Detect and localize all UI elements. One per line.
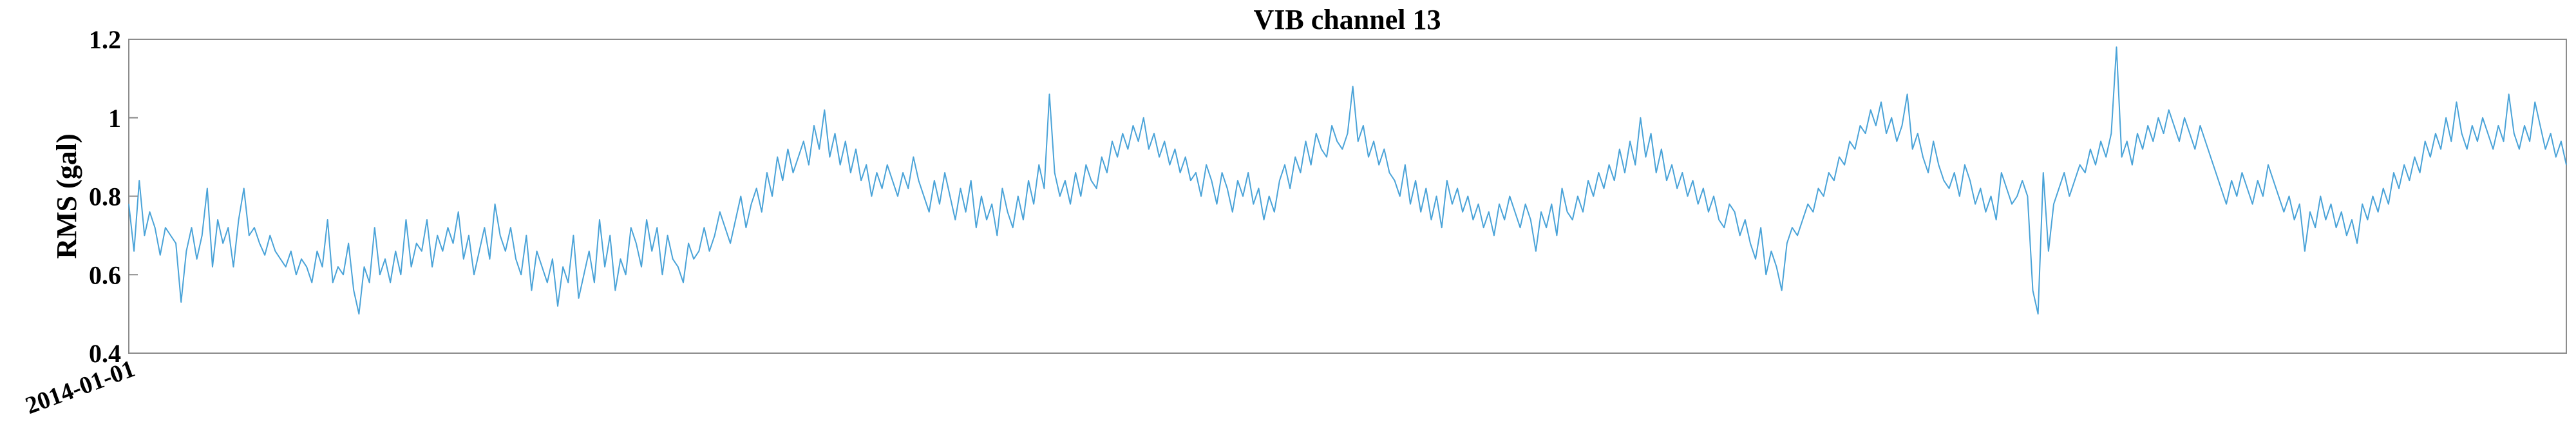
series-group xyxy=(128,46,2567,315)
plot-area xyxy=(128,39,2567,354)
y-axis-label: RMS (gal) xyxy=(51,133,82,258)
series-line-0 xyxy=(128,46,2567,315)
y-tick-label: 1 xyxy=(108,104,121,133)
chart-title: VIB channel 13 xyxy=(1254,4,1441,35)
y-tick-label: 1.2 xyxy=(89,25,121,54)
y-tick-label: 0.4 xyxy=(89,339,121,368)
y-tick-label: 0.8 xyxy=(89,182,121,211)
y-tick-label: 0.6 xyxy=(89,260,121,289)
y-axis-ticks: 0.4 0.6 0.8 1 1.2 xyxy=(89,25,138,368)
